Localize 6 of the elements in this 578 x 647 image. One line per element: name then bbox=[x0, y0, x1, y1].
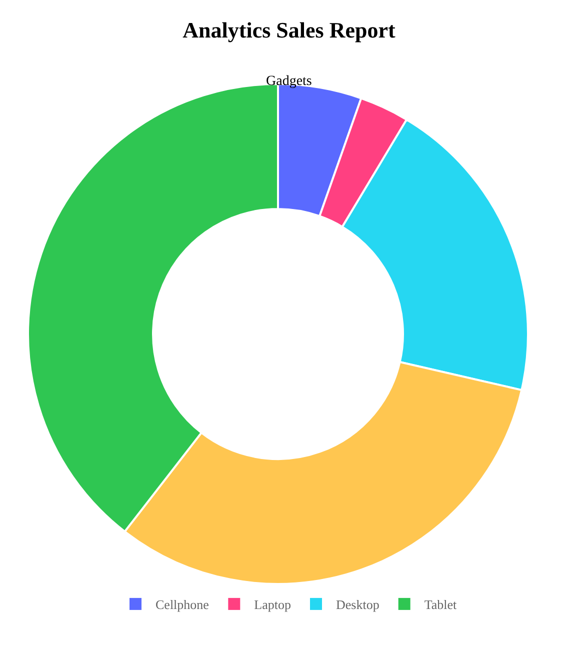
chart-title: Analytics Sales Report bbox=[182, 18, 396, 43]
legend-label: Tablet bbox=[424, 597, 458, 612]
legend-label: Cellphone bbox=[156, 597, 210, 612]
chart-subtitle: Gadgets bbox=[266, 74, 312, 89]
legend-label: Laptop bbox=[254, 597, 291, 612]
legend-label: Desktop bbox=[336, 597, 380, 612]
